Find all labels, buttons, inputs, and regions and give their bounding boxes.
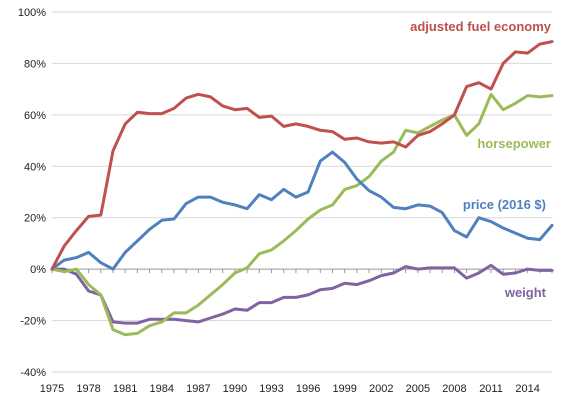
gridlines bbox=[52, 11, 552, 373]
x-tick-label: 1999 bbox=[332, 383, 356, 395]
y-tick-label: -40% bbox=[20, 367, 46, 379]
series-line-horsepower bbox=[50, 92, 554, 337]
series-line-adjusted-fuel-economy bbox=[50, 40, 554, 271]
x-tick-label: 2014 bbox=[515, 383, 539, 395]
x-tick-label: 1996 bbox=[296, 383, 320, 395]
series-label-horsepower: horsepower bbox=[477, 136, 551, 151]
x-tick-label: 2011 bbox=[479, 383, 503, 395]
y-tick-label: 80% bbox=[24, 58, 46, 70]
x-tick-label: 2002 bbox=[369, 383, 393, 395]
x-axis bbox=[51, 268, 553, 274]
series-label-price: price (2016 $) bbox=[463, 197, 546, 212]
x-tick-label: 1981 bbox=[113, 383, 137, 395]
x-tick-label: 2008 bbox=[442, 383, 466, 395]
y-tick-label: 20% bbox=[24, 213, 46, 225]
x-tick-label: 1993 bbox=[259, 383, 283, 395]
x-axis-tick-labels: 1975 1978 1981 1984 1987 1990 1993 1996 1999 2002… bbox=[40, 383, 540, 395]
x-tick-label: 1990 bbox=[223, 383, 247, 395]
y-tick-label: 60% bbox=[24, 110, 46, 122]
x-tick-label: 1984 bbox=[150, 383, 174, 395]
series-label-fuel-economy: adjusted fuel economy bbox=[410, 19, 552, 34]
series-labels: adjusted fuel economy horsepower price (… bbox=[410, 19, 552, 300]
y-axis-tick-labels: 100% 80% 60% 40% 20% 0% -20% -40% bbox=[18, 7, 46, 379]
x-tick-label: 2005 bbox=[406, 383, 430, 395]
series-line-price-2016 bbox=[50, 150, 554, 271]
y-tick-label: 40% bbox=[24, 161, 46, 173]
x-tick-label: 1978 bbox=[76, 383, 100, 395]
series-label-weight: weight bbox=[504, 285, 547, 300]
x-tick-label: 1987 bbox=[186, 383, 210, 395]
y-tick-label: 100% bbox=[18, 7, 46, 19]
y-tick-label: -20% bbox=[20, 316, 46, 328]
series-lines bbox=[50, 40, 554, 337]
x-tick-label: 1975 bbox=[40, 383, 64, 395]
series-line-weight bbox=[50, 263, 554, 325]
y-tick-label: 0% bbox=[30, 264, 46, 276]
